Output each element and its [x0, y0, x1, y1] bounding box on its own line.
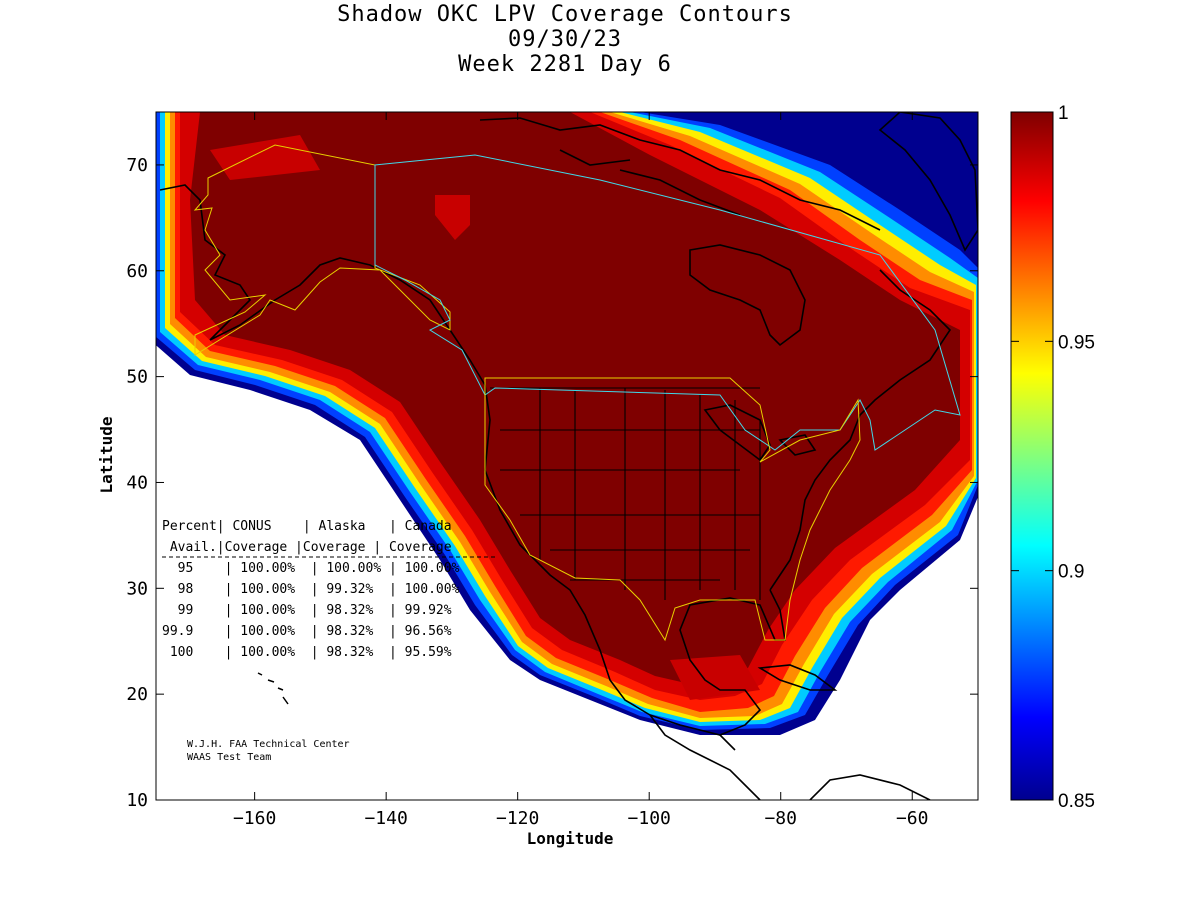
- y-tick-label: 30: [126, 578, 148, 599]
- coastline-hudson-bay: [689, 244, 806, 347]
- y-tick-label: 70: [126, 155, 148, 176]
- coastline-arctic-islands: [479, 117, 881, 231]
- colorbar-tick-label: 0.9: [1058, 562, 1084, 583]
- x-tick-label: −80: [764, 808, 797, 829]
- coastline-cuba: [757, 664, 838, 691]
- table-row: 99.9 | 100.00% | 98.32% | 96.56%: [162, 624, 452, 639]
- hawaii-islands: [257, 672, 289, 705]
- table-row: 95 | 100.00% | 100.00% | 100.00%: [162, 561, 460, 576]
- x-axis: −160 −140 −120 −100 −80 −60: [233, 112, 929, 829]
- plot-frame: [155, 111, 979, 801]
- canada-boundary: [374, 154, 961, 451]
- colorbar-tick-label: 0.85: [1058, 791, 1095, 812]
- y-tick-label: 60: [126, 261, 148, 282]
- table-row: 100 | 100.00% | 98.32% | 95.59%: [162, 645, 452, 660]
- contour-notch-mexico: [670, 655, 760, 700]
- colorbar-ticks: 1 0.95 0.9 0.85: [1011, 103, 1095, 812]
- coastlines: [159, 112, 978, 800]
- conus-boundary: [484, 377, 861, 642]
- y-axis-label: Latitude: [97, 416, 116, 493]
- x-tick-label: −120: [496, 808, 539, 829]
- x-tick-label: −160: [233, 808, 276, 829]
- x-axis-label: Longitude: [527, 829, 614, 848]
- coverage-contours: [156, 112, 978, 800]
- coastline-south-america: [809, 774, 931, 800]
- credit-line-2: WAAS Test Team: [187, 752, 271, 763]
- credit-line-1: W.J.H. FAA Technical Center: [187, 739, 350, 750]
- x-tick-label: −100: [628, 808, 671, 829]
- colorbar-tick-label: 1: [1058, 103, 1069, 124]
- state-borders: [490, 387, 761, 600]
- coastline-greenland: [878, 112, 978, 252]
- coastline-alaska: [159, 184, 451, 341]
- plot-date: 09/30/23: [508, 27, 622, 52]
- table-row: 98 | 100.00% | 99.32% | 100.00%: [162, 582, 460, 597]
- contour-notch-arctic: [435, 195, 470, 240]
- x-tick-label: −60: [896, 808, 929, 829]
- contour-notch-alaska: [210, 135, 320, 180]
- coastline-atlantic: [769, 269, 952, 591]
- table-row: 99 | 100.00% | 98.32% | 99.92%: [162, 603, 452, 618]
- y-tick-label: 50: [126, 367, 148, 388]
- coastline-central-america: [649, 714, 761, 800]
- coastline-pacific: [449, 329, 651, 716]
- y-axis: 10 20 30 40 50 60 70: [126, 155, 978, 811]
- coverage-table: Percent| CONUS | Alaska | Canada Avail.|…: [162, 519, 495, 660]
- x-tick-label: −140: [364, 808, 407, 829]
- plot-title: Shadow OKC LPV Coverage Contours: [337, 2, 793, 27]
- alaska-boundary: [193, 144, 451, 356]
- table-header-1: Percent| CONUS | Alaska | Canada: [162, 519, 452, 534]
- table-header-2: Avail.|Coverage |Coverage | Coverage: [162, 540, 452, 555]
- plot-week: Week 2281 Day 6: [458, 52, 672, 77]
- y-tick-label: 20: [126, 684, 148, 705]
- y-tick-label: 10: [126, 790, 148, 811]
- colorbar: [1010, 111, 1054, 801]
- colorbar-tick-label: 0.95: [1058, 332, 1095, 353]
- y-tick-label: 40: [126, 472, 148, 493]
